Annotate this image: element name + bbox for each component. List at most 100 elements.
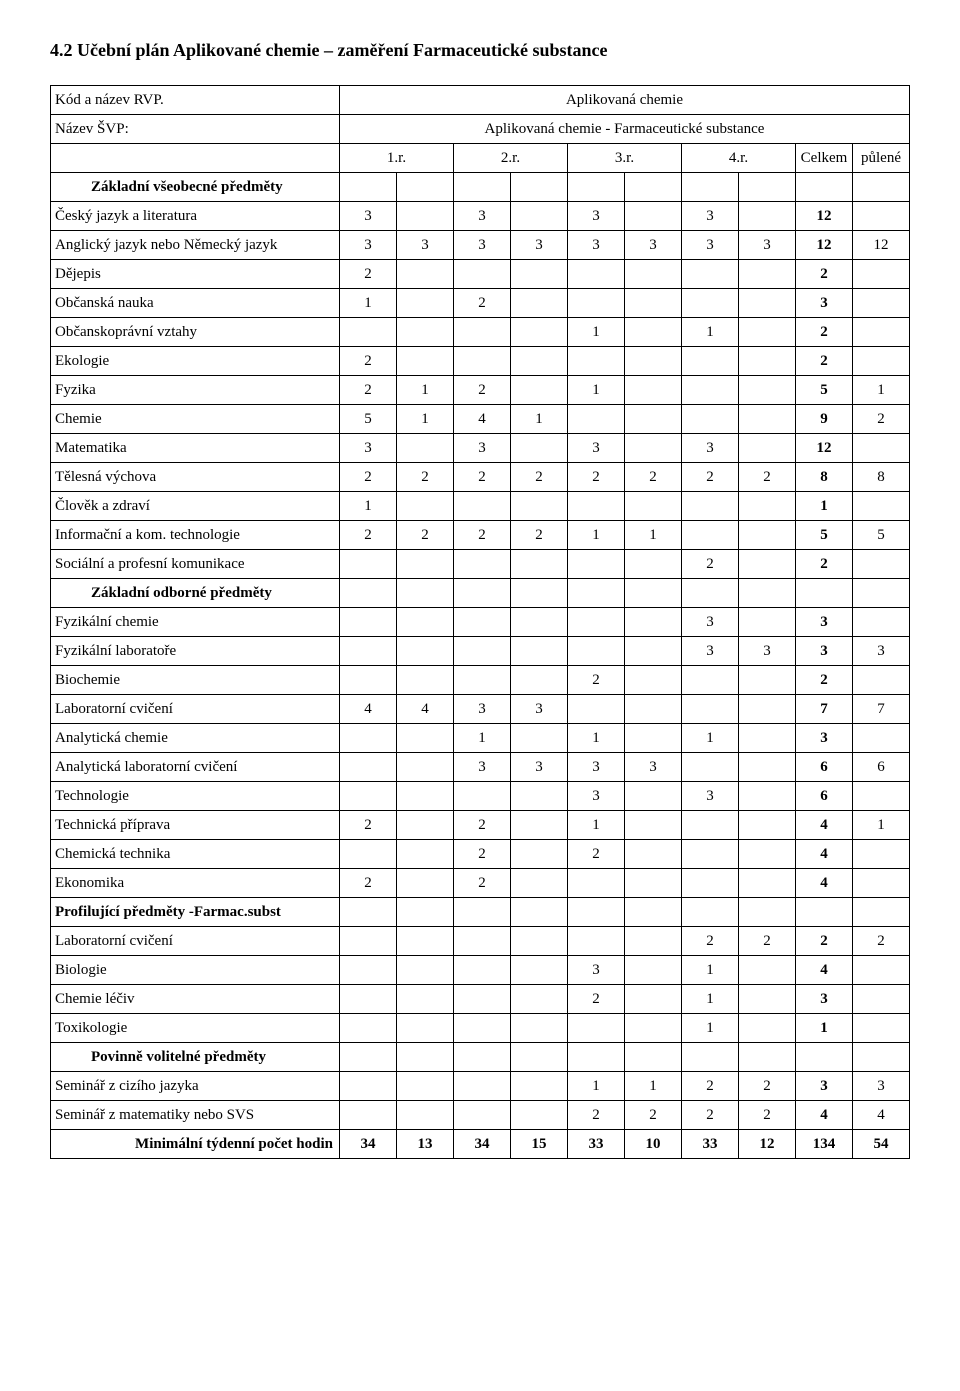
table-cell: Analytická chemie [51, 724, 340, 753]
table-row: Matematika333312 [51, 434, 910, 463]
table-cell: 2 [568, 666, 625, 695]
table-cell: 2 [454, 376, 511, 405]
table-row: Technologie336 [51, 782, 910, 811]
table-cell [511, 869, 568, 898]
table-cell: 4 [340, 695, 397, 724]
table-cell [739, 666, 796, 695]
table-cell: 2 [340, 521, 397, 550]
table-cell [625, 434, 682, 463]
table-cell [853, 1014, 910, 1043]
table-cell: 1 [397, 376, 454, 405]
table-cell: Povinně volitelné předměty [51, 1043, 340, 1072]
table-cell: půlené [853, 144, 910, 173]
table-cell: 2 [796, 666, 853, 695]
table-cell [796, 898, 853, 927]
table-cell [625, 985, 682, 1014]
table-cell: 12 [853, 231, 910, 260]
table-cell [568, 347, 625, 376]
table-cell: 2 [340, 463, 397, 492]
table-cell: Aplikovaná chemie - Farmaceutické substa… [340, 115, 910, 144]
table-cell [796, 173, 853, 202]
table-cell [568, 173, 625, 202]
table-cell [397, 492, 454, 521]
table-cell [625, 869, 682, 898]
table-cell: 3 [682, 637, 739, 666]
table-row: Občanskoprávní vztahy112 [51, 318, 910, 347]
table-cell: 2 [454, 521, 511, 550]
table-cell [397, 985, 454, 1014]
table-cell: 3 [511, 753, 568, 782]
table-cell [511, 724, 568, 753]
table-cell [511, 492, 568, 521]
table-cell [682, 347, 739, 376]
table-cell [682, 840, 739, 869]
table-cell [511, 927, 568, 956]
table-row: Chemie514192 [51, 405, 910, 434]
table-cell: 2 [454, 869, 511, 898]
table-cell: 2 [340, 811, 397, 840]
table-row: Seminář z cizího jazyka112233 [51, 1072, 910, 1101]
table-cell [397, 202, 454, 231]
table-cell [397, 753, 454, 782]
table-cell: 1 [568, 811, 625, 840]
table-cell [454, 1072, 511, 1101]
table-cell [340, 666, 397, 695]
table-cell: 3 [340, 231, 397, 260]
table-cell: 3 [682, 202, 739, 231]
table-cell: 3 [739, 231, 796, 260]
table-cell [397, 811, 454, 840]
table-cell [340, 637, 397, 666]
table-cell [454, 318, 511, 347]
table-cell [340, 1072, 397, 1101]
table-cell [625, 550, 682, 579]
table-cell [568, 608, 625, 637]
table-cell: 3 [682, 782, 739, 811]
table-cell [682, 1043, 739, 1072]
table-cell: 3 [796, 1072, 853, 1101]
table-cell: 3 [340, 202, 397, 231]
table-cell [625, 956, 682, 985]
table-cell: Technická příprava [51, 811, 340, 840]
table-cell [682, 869, 739, 898]
table-cell [739, 318, 796, 347]
table-cell [511, 1014, 568, 1043]
table-cell [682, 260, 739, 289]
table-cell: 1 [568, 1072, 625, 1101]
table-cell: 1 [568, 318, 625, 347]
table-cell [340, 173, 397, 202]
table-cell [625, 811, 682, 840]
table-cell [397, 260, 454, 289]
table-cell [682, 492, 739, 521]
table-cell: 7 [796, 695, 853, 724]
table-cell: 3 [568, 231, 625, 260]
table-cell: 12 [739, 1130, 796, 1159]
table-cell: 12 [796, 231, 853, 260]
table-cell: 4 [796, 811, 853, 840]
table-cell [397, 289, 454, 318]
table-cell [340, 840, 397, 869]
table-cell: 134 [796, 1130, 853, 1159]
table-row: Povinně volitelné předměty [51, 1043, 910, 1072]
table-cell: Chemie [51, 405, 340, 434]
table-cell [511, 782, 568, 811]
table-cell [568, 1043, 625, 1072]
table-cell [796, 1043, 853, 1072]
table-cell: 2 [739, 1101, 796, 1130]
table-cell: Profilující předměty -Farmac.subst [51, 898, 340, 927]
table-cell [739, 898, 796, 927]
table-cell: 3 [796, 289, 853, 318]
table-cell: 15 [511, 1130, 568, 1159]
table-row: Ekologie22 [51, 347, 910, 376]
table-cell [511, 202, 568, 231]
table-cell: 2 [340, 260, 397, 289]
table-row: 1.r.2.r.3.r.4.r.Celkempůlené [51, 144, 910, 173]
table-cell [739, 550, 796, 579]
table-cell [625, 347, 682, 376]
table-cell [397, 1043, 454, 1072]
table-cell [682, 753, 739, 782]
table-cell: Fyzika [51, 376, 340, 405]
table-cell: 3 [853, 1072, 910, 1101]
table-cell [397, 347, 454, 376]
table-cell [853, 173, 910, 202]
table-cell [625, 724, 682, 753]
